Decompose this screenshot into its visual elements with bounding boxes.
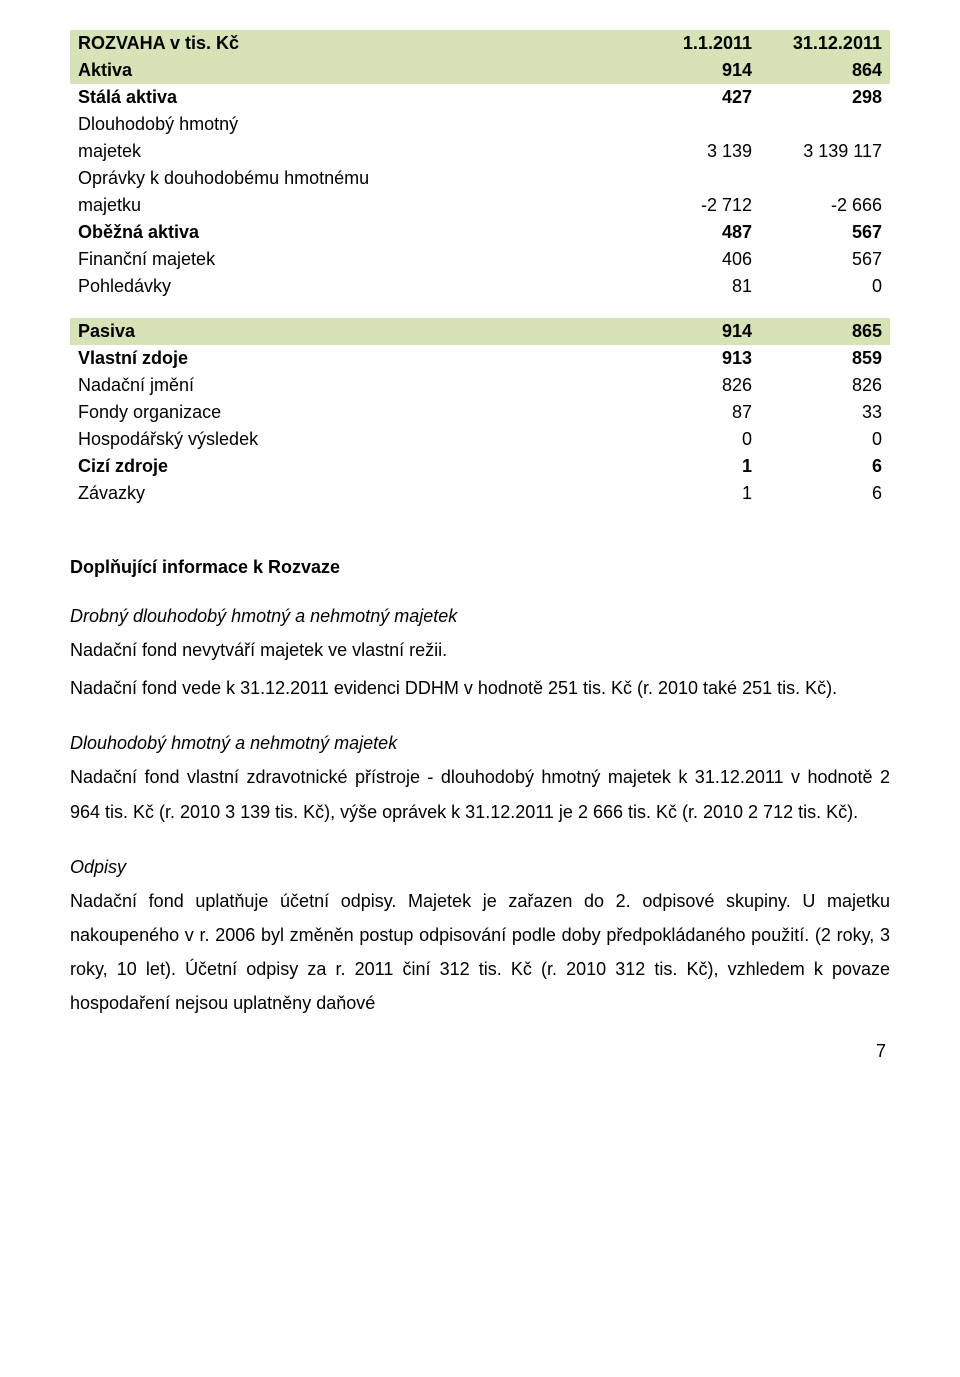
supplementary-info-title: Doplňující informace k Rozvaze — [70, 557, 890, 578]
table-row: majetek 3 139 3 139 117 — [70, 138, 890, 165]
sub1-title: Drobný dlouhodobý hmotný a nehmotný maje… — [70, 606, 890, 627]
table-row: Finanční majetek 406 567 — [70, 246, 890, 273]
col1-header: 1.1.2011 — [630, 30, 760, 57]
table-spacer — [70, 300, 890, 318]
table-row: Stálá aktiva 427 298 — [70, 84, 890, 111]
table-row: Závazky 1 6 — [70, 480, 890, 507]
sub1-p1: Nadační fond nevytváří majetek ve vlastn… — [70, 633, 890, 667]
table-row: Vlastní zdoje 913 859 — [70, 345, 890, 372]
table-header-row: ROZVAHA v tis. Kč 1.1.2011 31.12.2011 — [70, 30, 890, 57]
table-row: Aktiva 914 864 — [70, 57, 890, 84]
table-row: Nadační jmění 826 826 — [70, 372, 890, 399]
table-row: majetku -2 712 -2 666 — [70, 192, 890, 219]
sub3-title: Odpisy — [70, 857, 890, 878]
table-row: Dlouhodobý hmotný — [70, 111, 890, 138]
sub3-p1: Nadační fond uplatňuje účetní odpisy. Ma… — [70, 884, 890, 1021]
table-row: Fondy organizace 87 33 — [70, 399, 890, 426]
table-row: Oběžná aktiva 487 567 — [70, 219, 890, 246]
col2-header: 31.12.2011 — [760, 30, 890, 57]
sub1-p2: Nadační fond vede k 31.12.2011 evidenci … — [70, 671, 890, 705]
table-row: Oprávky k douhodobému hmotnému — [70, 165, 890, 192]
table-row: Hospodářský výsledek 0 0 — [70, 426, 890, 453]
table-row: Pohledávky 81 0 — [70, 273, 890, 300]
table-row: Cizí zdroje 1 6 — [70, 453, 890, 480]
table-title: ROZVAHA v tis. Kč — [70, 30, 630, 57]
page-number: 7 — [70, 1041, 890, 1062]
sub2-title: Dlouhodobý hmotný a nehmotný majetek — [70, 733, 890, 754]
sub2-p1: Nadační fond vlastní zdravotnické přístr… — [70, 760, 890, 828]
balance-table: ROZVAHA v tis. Kč 1.1.2011 31.12.2011 Ak… — [70, 30, 890, 507]
table-row: Pasiva 914 865 — [70, 318, 890, 345]
